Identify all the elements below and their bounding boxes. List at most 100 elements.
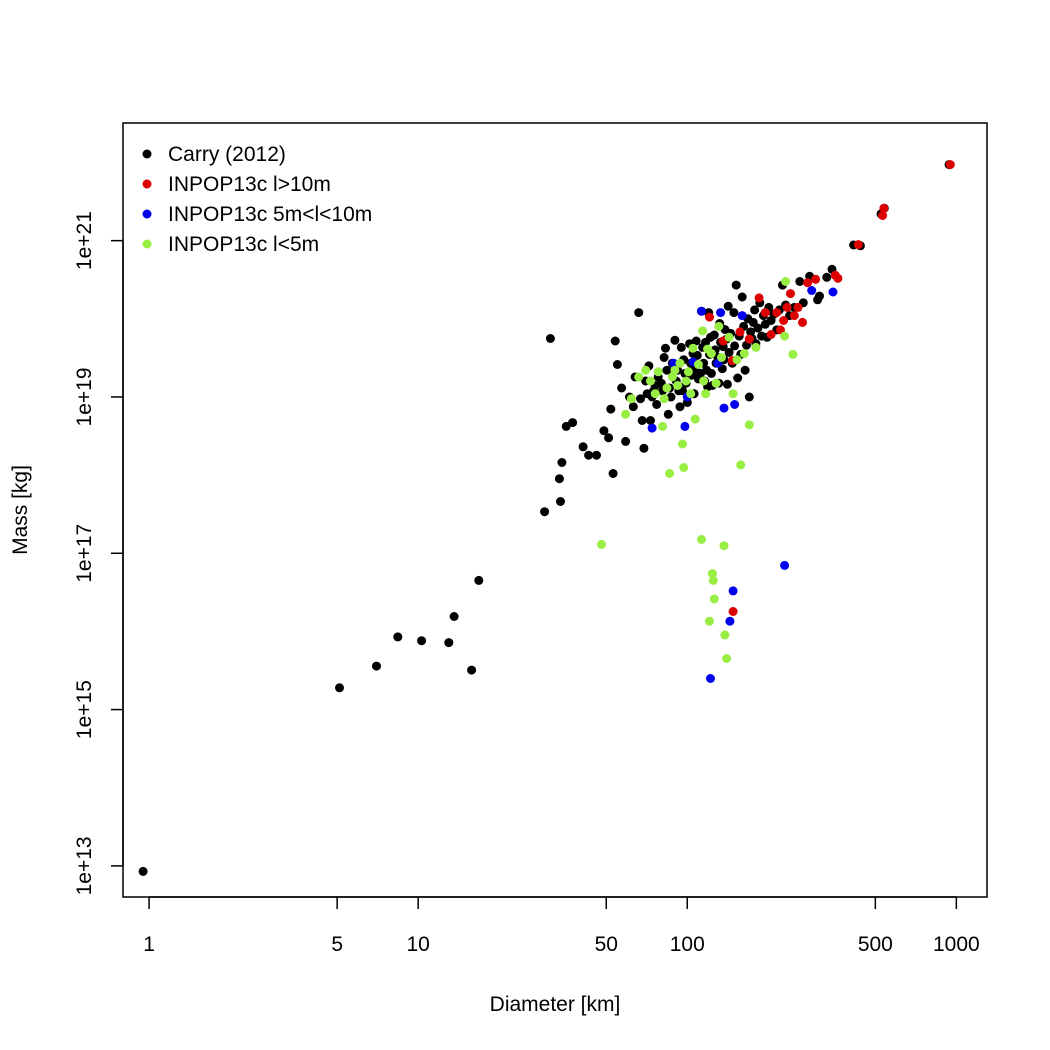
data-point [372,661,381,671]
data-point [723,301,733,311]
data-point [772,308,782,318]
data-point [722,379,732,389]
data-point [617,383,627,393]
legend-label: INPOP13c l>10m [168,173,331,196]
data-point [597,539,606,549]
data-point [754,293,764,303]
legend-marker [142,179,152,189]
data-point [449,612,459,621]
data-point [554,474,564,484]
data-point [634,372,644,382]
data-point [592,450,601,460]
data-point [606,404,616,414]
data-point [711,378,721,388]
data-point [780,331,790,341]
data-point [751,342,761,352]
data-point [556,497,565,506]
data-point [766,330,776,339]
data-point [692,350,702,360]
x-axis: 1 5 10 50 100 500 1000 [143,896,980,956]
data-point [735,327,745,337]
data-point [662,365,672,375]
x-tick-label: 50 [595,933,618,956]
data-point [701,389,711,399]
data-point [724,348,734,357]
data-point [724,332,734,342]
data-point [683,367,693,377]
data-point [699,376,709,386]
data-point [833,273,843,283]
data-point [673,381,682,390]
legend: Carry (2012) INPOP13c l>10m INPOP13c 5m<l<… [142,143,372,256]
legend-marker [142,209,152,219]
data-point [661,343,670,353]
data-point [788,349,798,359]
data-point [690,414,700,424]
data-point [599,426,609,436]
data-point [545,334,555,343]
data-point [739,349,749,358]
legend-item: INPOP13c l>10m [142,173,331,196]
data-point [658,421,668,431]
data-point [803,278,813,288]
data-point [698,326,708,336]
data-point [669,358,679,368]
data-point [798,317,807,327]
data-point [578,442,588,452]
data-point [729,308,739,318]
data-point [781,277,791,286]
x-tick-label: 1000 [933,933,980,956]
data-point [647,423,657,433]
data-point [659,394,669,404]
data-point [646,376,655,386]
data-point [670,335,680,345]
data-point [628,402,638,412]
data-point [659,353,669,362]
data-point [568,418,578,428]
data-point [782,302,792,312]
data-point [719,541,729,551]
data-point [720,630,730,640]
data-point [730,400,740,409]
data-point [725,616,735,626]
legend-label: INPOP13c 5m<l<10m [168,203,372,226]
data-point [731,280,741,290]
legend-item: INPOP13c 5m<l<10m [142,203,372,226]
data-point [681,376,691,386]
data-point [853,240,863,250]
y-axis-label: Mass [kg] [9,465,32,555]
data-point [608,469,618,478]
data-point [610,336,620,346]
data-point [709,330,719,340]
data-point [730,341,740,351]
data-point [815,291,824,301]
x-tick-label: 10 [406,933,429,956]
data-point [138,866,148,876]
data-point [675,358,685,368]
data-point [467,665,477,675]
y-tick-label: 1e+13 [73,836,96,895]
data-point [693,360,703,369]
data-point [789,311,799,321]
data-point [666,392,676,402]
data-point [650,389,660,399]
data-point [760,308,770,318]
data-point [680,421,690,431]
data-point [728,607,738,616]
legend-item: Carry (2012) [142,143,286,166]
y-tick-label: 1e+21 [73,211,96,270]
points-layer [138,160,955,876]
legend-label: Carry (2012) [168,143,286,166]
data-point [732,355,742,365]
data-point [697,535,706,544]
data-point [634,308,644,318]
data-point [474,575,484,585]
data-point [878,211,888,220]
data-point [626,394,636,404]
data-point [744,334,754,344]
data-point [722,654,732,663]
data-point [663,409,673,419]
x-tick-label: 1 [143,933,155,956]
data-point [621,436,631,446]
data-point [744,392,754,402]
